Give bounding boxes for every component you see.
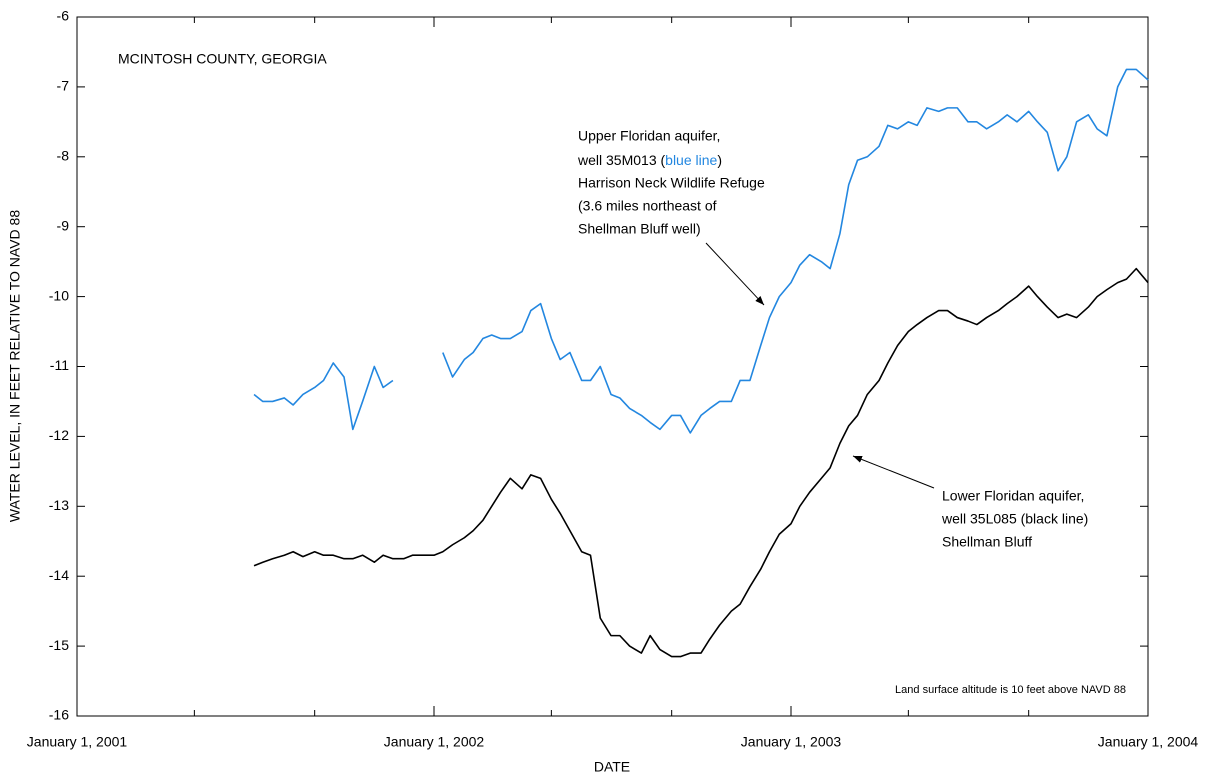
y-tick-label: -8: [57, 148, 70, 164]
annotation-line: Harrison Neck Wildlife Refuge: [578, 175, 765, 191]
annotation-line: well 35M013 (blue line): [577, 152, 722, 168]
x-tick-label: January 1, 2003: [741, 734, 842, 750]
lower-annotation: Lower Floridan aquifer, well 35L085 (bla…: [852, 455, 1088, 550]
y-tick-label: -13: [49, 497, 69, 513]
y-tick-label: -16: [49, 707, 69, 723]
series-line: [253, 68, 1149, 434]
series-line: [253, 267, 1149, 658]
y-tick-label: -6: [57, 8, 70, 24]
x-tick-label: January 1, 2002: [384, 734, 485, 750]
y-tick-label: -11: [50, 357, 69, 373]
annotation-arrow: [705, 242, 765, 306]
x-tick-label: January 1, 2001: [27, 734, 128, 750]
annotation-arrow: [852, 455, 935, 489]
plot-frame: [76, 16, 1149, 717]
y-axis-title: WATER LEVEL, IN FEET RELATIVE TO NAVD 88: [7, 210, 23, 522]
annotation-line: Upper Floridan aquifer,: [578, 128, 720, 144]
footnote: Land surface altitude is 10 feet above N…: [895, 684, 1126, 696]
annotation-line: (3.6 miles northeast of: [578, 198, 717, 214]
y-tick-label: -7: [57, 78, 70, 94]
y-tick-label: -9: [57, 217, 70, 233]
x-axis-title: DATE: [594, 759, 630, 775]
y-tick-label: -14: [49, 567, 69, 583]
annotation-part: blue line: [665, 152, 717, 168]
chart-title: MCINTOSH COUNTY, GEORGIA: [118, 51, 327, 67]
annotation-line: Shellman Bluff well): [578, 221, 701, 237]
annotation-line: Lower Floridan aquifer,: [942, 488, 1084, 504]
upper-annotation: Upper Floridan aquifer, well 35M013 (blu…: [577, 128, 765, 306]
annotation-line: well 35L085 (black line): [941, 511, 1088, 527]
annotation-part: ): [717, 152, 722, 168]
y-tick-label: -12: [49, 427, 69, 443]
y-tick-label: -10: [49, 287, 69, 303]
annotation-part: well 35M013 (: [577, 152, 665, 168]
x-tick-label: January 1, 2004: [1098, 734, 1199, 750]
annotation-line: Shellman Bluff: [942, 534, 1032, 550]
y-tick-label: -15: [49, 637, 69, 653]
